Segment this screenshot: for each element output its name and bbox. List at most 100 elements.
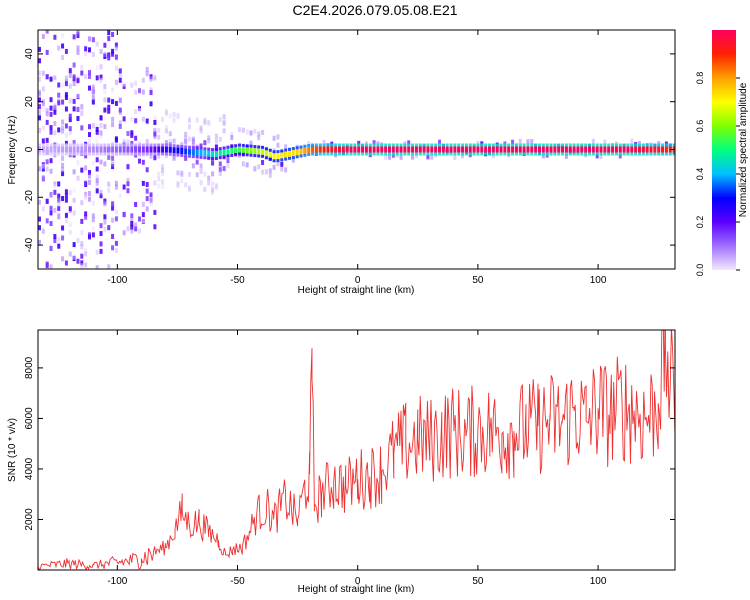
spectrogram-cell <box>118 123 122 129</box>
spectrogram-ridge-cell <box>314 146 318 153</box>
spectrogram-cell <box>99 77 103 83</box>
spectrogram-ridge-edge <box>53 143 57 147</box>
spectrogram-cell <box>49 76 53 82</box>
spectrogram-ridge-edge <box>499 143 503 147</box>
spectrogram-x-tick-label: -100 <box>107 275 127 286</box>
colorbar-tick-label: 0.4 <box>695 168 705 181</box>
spectrogram-cell <box>122 139 126 145</box>
spectrogram-ridge-edge <box>584 152 588 156</box>
spectrogram-ridge-cell <box>203 150 207 157</box>
spectrogram-cell <box>187 171 191 177</box>
spectrogram-cell <box>76 45 80 51</box>
spectrogram-ridge-edge <box>461 152 465 156</box>
spectrogram-ridge-edge <box>607 152 611 156</box>
spectrogram-cell <box>114 180 118 186</box>
spectrogram-cell <box>95 138 99 144</box>
spectrogram-ridge-edge <box>437 143 441 147</box>
spectrogram-cell <box>222 120 226 126</box>
spectrogram-cell <box>180 172 184 178</box>
spectrogram-ridge-edge <box>214 156 218 160</box>
spectrogram-cell <box>99 223 103 229</box>
spectrogram-ridge-cell <box>661 146 665 153</box>
spectrogram-ridge-cell <box>561 146 565 153</box>
spectrogram-ridge-edge <box>414 152 418 156</box>
spectrogram-ridge-edge <box>114 143 118 147</box>
spectrogram-ridge-edge <box>449 152 453 156</box>
spectrogram-ridge-cell <box>549 146 553 153</box>
spectrogram-cell <box>68 206 72 212</box>
spectrogram-cell <box>218 161 222 167</box>
spectrogram-cell <box>134 108 138 114</box>
spectrogram-ridge-edge <box>38 152 41 156</box>
spectrogram-cell <box>130 220 134 226</box>
spectrogram-cell <box>95 65 99 71</box>
spectrogram-cell <box>64 132 68 138</box>
spectrogram-cell <box>511 139 515 145</box>
spectrogram-ridge-edge <box>264 147 268 151</box>
spectrogram-cell <box>64 218 68 224</box>
spectrogram-ridge-edge <box>276 150 280 154</box>
spectrogram-cell <box>87 47 91 53</box>
spectrogram-cell <box>230 135 234 141</box>
spectrogram-cell <box>214 184 218 190</box>
spectrogram-ridge-edge <box>626 152 630 156</box>
spectrogram-ridge-cell <box>287 150 291 157</box>
spectrogram-ridge-edge <box>314 152 318 156</box>
spectrogram-cell <box>134 118 138 124</box>
spectrogram-ridge-edge <box>464 152 468 156</box>
spectrogram-cell <box>53 234 57 240</box>
spectrogram-ridge-cell <box>526 146 530 153</box>
spectrogram-ridge-edge <box>257 154 261 158</box>
spectrogram-ridge-edge <box>476 143 480 147</box>
spectrogram-ridge-edge <box>118 143 122 147</box>
spectrogram-ridge-edge <box>599 143 603 147</box>
spectrogram-cell <box>137 158 141 164</box>
snr-y-tick: 2000 <box>24 508 675 531</box>
spectrogram-cell <box>41 125 45 131</box>
spectrogram-cell <box>91 84 95 90</box>
spectrogram-cell <box>111 32 115 38</box>
spectrogram-cell <box>180 178 184 184</box>
spectrogram-ridge-edge <box>461 143 465 147</box>
spectrogram-cell <box>141 159 145 165</box>
colorbar-label: Normalized spectral amplitude <box>738 82 749 217</box>
spectrogram-cell <box>187 117 191 123</box>
spectrogram-ridge-edge <box>572 152 576 156</box>
spectrogram-cell <box>41 175 45 181</box>
spectrogram-cell <box>41 70 45 76</box>
spectrogram-ridge-cell <box>518 146 522 153</box>
spectrogram-cell <box>61 119 65 125</box>
spectrogram-ridge-edge <box>249 144 253 148</box>
spectrogram-cell <box>72 98 76 104</box>
spectrogram-ridge-edge <box>411 152 415 156</box>
spectrogram-cell <box>199 163 203 169</box>
spectrogram-cell <box>153 180 157 186</box>
spectrogram-cell <box>61 196 65 202</box>
spectrogram-ridge-cell <box>280 152 284 159</box>
spectrogram-x-tick-label: -50 <box>230 275 245 286</box>
spectrogram-cell <box>38 109 41 115</box>
snr-y-tick: 8000 <box>24 356 675 379</box>
spectrogram-ridge-edge <box>222 146 226 150</box>
spectrogram-cell <box>114 100 118 106</box>
spectrogram-ridge-cell <box>361 146 365 153</box>
spectrogram-ridge-edge <box>422 152 426 156</box>
spectrogram-ridge-cell <box>422 146 426 153</box>
spectrogram-ridge-edge <box>68 143 72 147</box>
spectrogram-ridge-edge <box>618 152 622 156</box>
spectrogram-ridge-edge <box>491 143 495 147</box>
spectrogram-cell <box>61 54 65 60</box>
spectrogram-cell <box>80 230 84 236</box>
spectrogram-ridge-cell <box>284 151 288 158</box>
spectrogram-ridge-cell <box>395 146 399 153</box>
spectrogram-cell <box>126 188 130 194</box>
spectrogram-ridge-edge <box>107 143 111 147</box>
spectrogram-cell <box>103 42 107 48</box>
spectrogram-ridge-cell <box>172 147 176 154</box>
spectrogram-ridge-cell <box>664 146 668 153</box>
spectrogram-cell <box>184 135 188 141</box>
colorbar-tick-label: 0.0 <box>695 264 705 277</box>
spectrogram-ridge-edge <box>226 154 230 158</box>
spectrogram-ridge-edge <box>341 152 345 156</box>
spectrogram-cell <box>145 167 149 173</box>
